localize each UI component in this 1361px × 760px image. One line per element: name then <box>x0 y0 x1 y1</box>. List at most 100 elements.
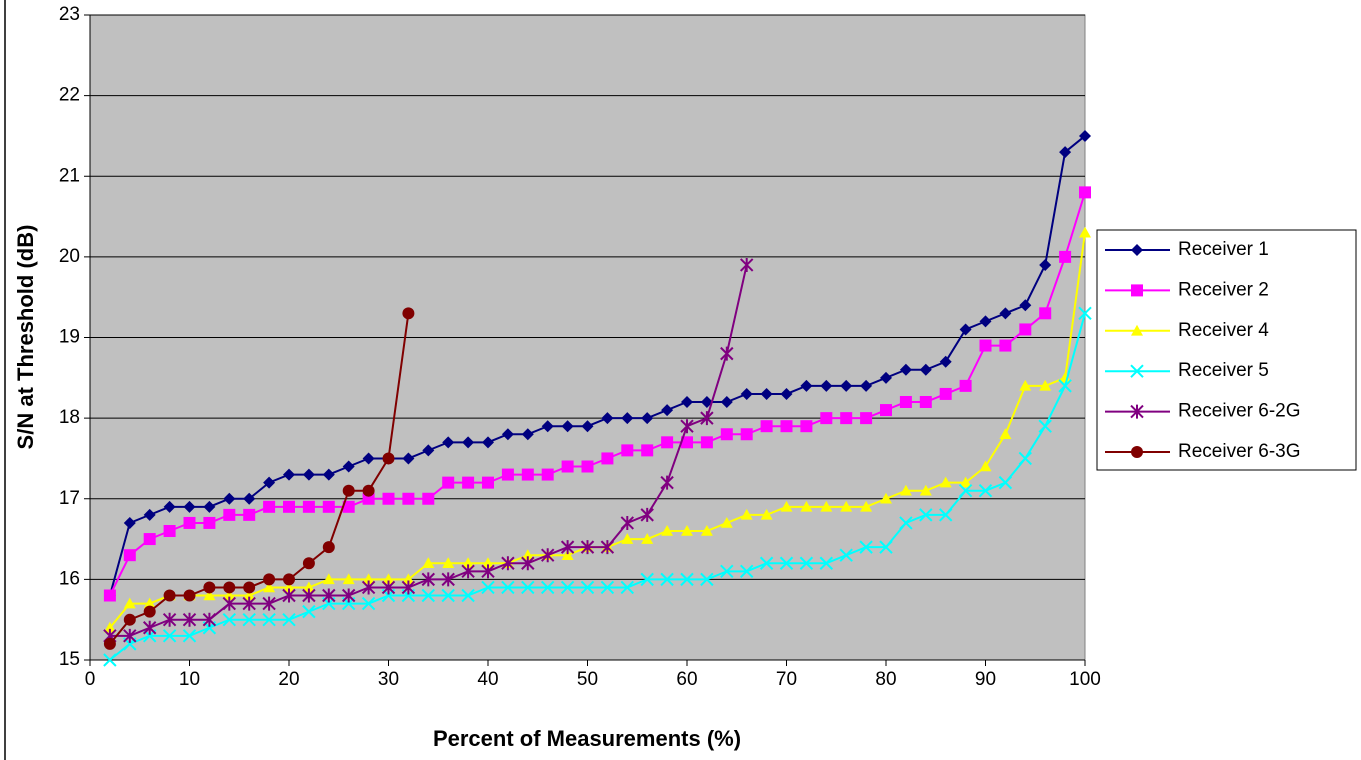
marker <box>183 516 196 529</box>
marker <box>860 412 873 425</box>
marker <box>402 492 415 505</box>
marker <box>540 580 555 595</box>
marker <box>720 346 734 361</box>
marker <box>780 420 793 433</box>
y-tick-label: 17 <box>59 488 80 509</box>
marker <box>799 556 814 570</box>
marker <box>800 420 813 433</box>
marker <box>600 540 615 555</box>
marker <box>143 533 156 546</box>
marker <box>899 363 912 376</box>
marker <box>182 612 197 627</box>
marker <box>302 604 316 619</box>
marker <box>462 557 475 569</box>
marker <box>143 605 156 618</box>
marker <box>541 420 554 433</box>
marker <box>939 387 952 400</box>
y-tick-label: 16 <box>59 568 80 589</box>
marker <box>322 588 336 603</box>
marker <box>720 396 733 408</box>
marker <box>482 436 494 449</box>
marker <box>163 589 176 602</box>
marker <box>322 468 335 481</box>
marker <box>442 436 455 449</box>
marker <box>581 420 594 433</box>
marker <box>203 581 216 594</box>
marker <box>361 596 376 611</box>
marker <box>302 500 315 513</box>
marker <box>342 500 355 513</box>
marker <box>680 419 694 434</box>
marker <box>243 508 256 521</box>
marker <box>123 613 136 626</box>
marker <box>1058 379 1072 393</box>
y-tick-label: 21 <box>59 165 80 186</box>
marker <box>601 412 614 425</box>
marker <box>979 339 992 352</box>
marker <box>322 541 335 554</box>
y-tick-label: 18 <box>59 407 80 428</box>
marker <box>919 396 932 408</box>
marker <box>103 637 116 650</box>
marker <box>879 540 893 554</box>
marker <box>919 363 932 376</box>
marker <box>302 557 315 570</box>
marker <box>501 556 515 571</box>
marker <box>481 564 495 579</box>
marker <box>840 412 853 425</box>
marker <box>840 379 853 392</box>
marker <box>402 573 415 585</box>
marker <box>441 588 455 603</box>
marker <box>640 507 654 522</box>
x-tick-label: 70 <box>776 669 797 690</box>
marker <box>342 573 355 585</box>
legend-box <box>1096 229 1357 471</box>
marker <box>422 557 435 569</box>
marker <box>442 476 455 489</box>
marker <box>641 444 654 457</box>
marker <box>959 323 972 336</box>
marker <box>700 411 714 426</box>
marker <box>1079 226 1091 238</box>
marker <box>262 596 276 611</box>
marker <box>283 468 295 481</box>
legend-marker <box>1131 244 1143 256</box>
legend-label: Receiver 2 <box>1178 279 1269 300</box>
marker <box>978 483 993 498</box>
marker <box>959 379 972 392</box>
marker <box>362 573 375 585</box>
marker <box>998 475 1013 490</box>
legend-marker <box>1131 284 1143 297</box>
marker <box>979 460 992 472</box>
marker <box>939 355 952 368</box>
marker <box>880 371 892 384</box>
marker <box>441 572 455 587</box>
x-tick-label: 30 <box>378 669 399 690</box>
marker <box>899 396 912 408</box>
legend-label: Receiver 6-3G <box>1178 441 1301 462</box>
marker <box>243 589 256 601</box>
marker <box>402 452 415 465</box>
marker <box>143 508 156 521</box>
marker <box>800 379 813 392</box>
marker <box>462 436 475 449</box>
marker <box>381 580 396 595</box>
marker <box>540 548 555 563</box>
marker <box>999 307 1012 320</box>
marker <box>560 540 575 555</box>
marker <box>779 556 794 570</box>
marker <box>243 492 256 505</box>
marker <box>740 387 753 400</box>
marker <box>621 444 634 457</box>
marker <box>401 580 416 595</box>
y-tick-label: 19 <box>59 327 80 348</box>
x-tick-label: 90 <box>975 669 996 690</box>
marker <box>560 580 575 595</box>
marker <box>362 452 375 465</box>
marker <box>421 572 436 587</box>
marker <box>521 556 535 571</box>
marker <box>203 589 216 601</box>
marker <box>202 612 217 627</box>
x-tick-label: 20 <box>278 669 299 690</box>
marker <box>1039 307 1052 320</box>
